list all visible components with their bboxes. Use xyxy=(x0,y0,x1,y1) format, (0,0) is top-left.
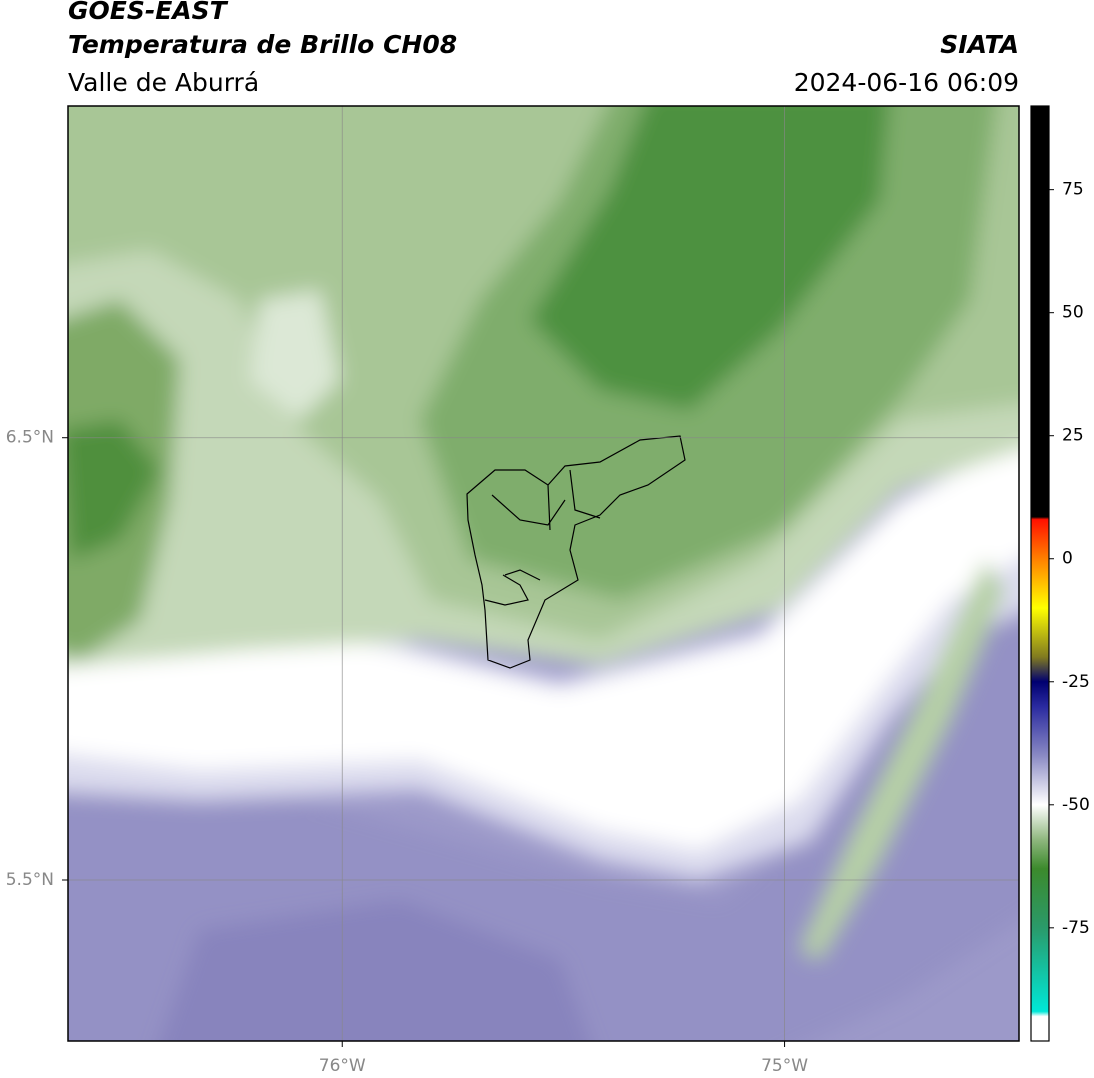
y-tick-label: 5.5°N xyxy=(6,870,54,890)
colorbar xyxy=(1030,105,1050,1042)
x-tick-label: 75°W xyxy=(761,1056,808,1076)
region: Valle de Aburrá xyxy=(68,68,259,97)
aburra-boundary xyxy=(466,435,686,669)
map-frame xyxy=(67,105,1020,1042)
colorbar-tick-label: 25 xyxy=(1062,426,1084,446)
colorbar-tick-label: -50 xyxy=(1062,795,1090,815)
subtitle: Temperatura de Brillo CH08 xyxy=(68,30,457,59)
colorbar-tick-label: 0 xyxy=(1062,549,1073,569)
colorbar-tick-label: 50 xyxy=(1062,303,1084,323)
colorbar-tick-label: -75 xyxy=(1062,918,1090,938)
field xyxy=(68,106,1019,1041)
map-imagery xyxy=(68,106,1019,1041)
colorbar-tick-label: 75 xyxy=(1062,180,1084,200)
title: GOES-EAST xyxy=(68,0,229,25)
source: SIATA xyxy=(940,30,1019,59)
colorbar-tick-label: -25 xyxy=(1062,672,1090,692)
x-tick-label: 76°W xyxy=(319,1056,366,1076)
gridlines xyxy=(68,106,1019,1041)
datetime: 2024-06-16 06:09 xyxy=(794,68,1019,97)
y-tick-label: 6.5°N xyxy=(6,428,54,448)
